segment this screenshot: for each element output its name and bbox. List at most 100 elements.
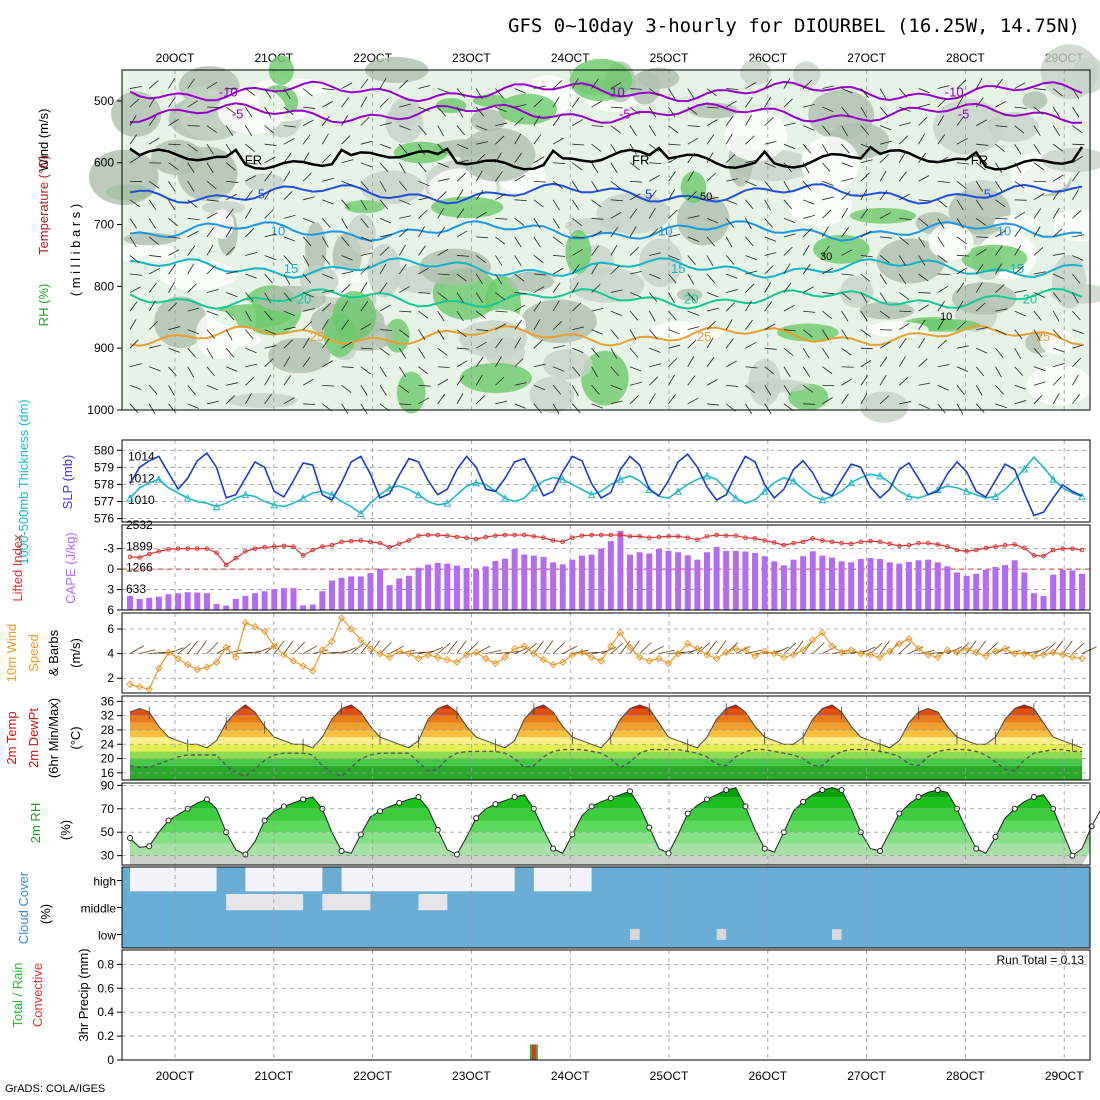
wind-barb (841, 378, 853, 386)
surface-wind-barb (985, 642, 998, 654)
wind-barb (648, 207, 656, 219)
wind-barb (879, 395, 890, 405)
cape-bar (396, 578, 403, 610)
wind-barb (245, 175, 257, 182)
wind-barb (533, 236, 541, 248)
wind-barb (783, 263, 791, 275)
wind-barb (1052, 292, 1062, 303)
wind-barb (341, 115, 348, 126)
cape-bar (502, 558, 509, 610)
wind-barb (918, 292, 931, 294)
wind-barb (225, 106, 237, 115)
wind-barb (475, 341, 487, 349)
wind-barb (764, 301, 773, 312)
wind-barb (533, 363, 546, 368)
rh-band (130, 785, 1090, 798)
surface-wind-barb (706, 640, 717, 654)
rh-marker (742, 803, 749, 810)
li-marker (291, 544, 296, 549)
wind-barb (802, 162, 810, 174)
y-tick-label: 576 (94, 512, 114, 526)
rh-region (305, 222, 327, 277)
wind-barb (706, 134, 715, 145)
thickness-marker (472, 478, 480, 487)
rh-region (348, 214, 376, 255)
x-tick-label-top: 25OCT (650, 51, 689, 65)
rh-region (217, 86, 287, 135)
wind-barb (591, 366, 598, 378)
y-tick-label: 800 (94, 279, 114, 293)
wind-barb (321, 319, 329, 330)
wind-barb (687, 255, 696, 265)
cape-bar (155, 596, 162, 610)
wind-barb (322, 88, 335, 91)
wind-barb (1033, 310, 1042, 321)
wind-barb (976, 248, 987, 256)
wind-barb (764, 117, 774, 126)
wind-barb (975, 282, 983, 293)
wind-barb (956, 138, 968, 145)
cape-bar (925, 559, 932, 610)
wind-barb (1033, 394, 1043, 405)
wind-barb (437, 143, 446, 154)
wind-barb (937, 384, 949, 391)
wind-barb (129, 403, 139, 414)
wind-barb (206, 265, 216, 275)
li-marker (945, 544, 950, 549)
surface-wind-barb (341, 647, 357, 654)
wind-speed-marker (914, 644, 923, 653)
wind-barb (956, 385, 965, 395)
wind-barb (206, 289, 219, 293)
wind-barb (206, 384, 219, 391)
rh-marker (896, 810, 903, 817)
wind-speed-marker (809, 636, 817, 644)
wind-barb (726, 88, 739, 90)
wind-barb (495, 122, 508, 127)
cape-bar (165, 594, 172, 610)
wind-barb (995, 100, 1007, 108)
wind-speed-marker (655, 654, 663, 663)
rh-region (581, 350, 629, 406)
wind-barb (783, 143, 796, 150)
wind-barb (1033, 381, 1046, 386)
wind-barb (514, 403, 526, 409)
wind-barb (860, 360, 872, 368)
surface-wind-barb (1052, 640, 1063, 654)
rh-marker (703, 796, 710, 803)
cape-bar (348, 576, 355, 610)
wind-barb (225, 246, 235, 256)
wind-speed-marker (357, 636, 365, 644)
wind-barb (398, 347, 407, 359)
wind-barb (975, 181, 983, 192)
wind-barb (129, 155, 141, 164)
wind-barb (860, 375, 869, 386)
li-marker (704, 534, 710, 539)
wind-barb (360, 162, 373, 168)
li-marker (1070, 546, 1075, 551)
cape-bar (453, 565, 460, 610)
wind-barb (860, 292, 868, 303)
isotherm-line (129, 257, 1083, 279)
wind-barb (803, 104, 815, 108)
wind-barb (245, 251, 258, 256)
wind-barb (302, 152, 310, 163)
wind-barb (1014, 125, 1025, 134)
wind-barb (456, 375, 465, 386)
wind-barb (860, 172, 870, 182)
wind-barb (668, 171, 676, 182)
wind-barb (764, 403, 772, 415)
wind-barb (187, 199, 198, 208)
wind-speed-marker (684, 640, 692, 648)
wind-barb (475, 310, 486, 319)
wind-speed-marker (135, 683, 144, 691)
wind-barb (649, 174, 660, 182)
wind-barb (168, 326, 181, 331)
wind-speed-marker (193, 665, 202, 674)
wind-speed-marker (183, 660, 192, 669)
wind-barb (418, 292, 431, 294)
run-total-label: Run Total = 0.13 (996, 953, 1084, 967)
y-tick-label: 0.2 (97, 1029, 114, 1043)
wind-barb (591, 385, 600, 395)
wind-barb (591, 100, 603, 108)
wind-barb (687, 191, 697, 201)
